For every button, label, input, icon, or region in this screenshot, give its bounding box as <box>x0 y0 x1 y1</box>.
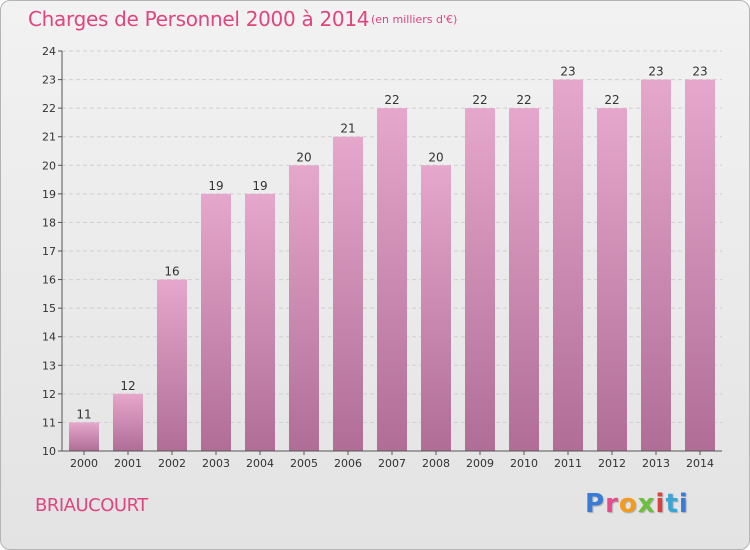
brand-letter: r <box>605 489 619 519</box>
y-tick-label: 15 <box>42 302 56 315</box>
bar-value-label: 22 <box>516 93 531 107</box>
bar-value-label: 22 <box>604 93 619 107</box>
x-tick-label: 2003 <box>202 457 230 470</box>
y-tick-label: 11 <box>42 416 56 429</box>
bar <box>553 79 583 452</box>
bar-value-label: 20 <box>296 150 311 164</box>
x-tick-label: 2012 <box>598 457 626 470</box>
commune-name: BRIAUCOURT <box>35 495 148 516</box>
bar <box>245 193 275 451</box>
bar-value-label: 20 <box>428 150 443 164</box>
bar <box>157 279 187 451</box>
y-tick-labels: 10 11 12 13 14 15 16 17 18 19 20 21 22 23 24 <box>42 45 56 458</box>
y-tick-label: 12 <box>42 388 56 401</box>
y-tick-label: 17 <box>42 245 56 258</box>
bar <box>289 165 319 452</box>
x-tick-labels: 2000 2001 2002 2003 2004 2005 2006 2007 2008 2009… <box>70 457 714 470</box>
y-tick-label: 21 <box>42 131 56 144</box>
bar-value-label: 11 <box>76 407 91 421</box>
bar-value-label: 22 <box>384 93 399 107</box>
bar <box>465 108 495 452</box>
x-tick-label: 2002 <box>158 457 186 470</box>
bar <box>377 108 407 452</box>
proxiti-logo: Proxiti <box>585 489 689 519</box>
y-tick-label: 16 <box>42 274 56 287</box>
x-tick-label: 2006 <box>334 457 362 470</box>
y-tick-label: 22 <box>42 102 56 115</box>
chart-subtitle: (en milliers d'€) <box>371 13 458 26</box>
x-tick-label: 2007 <box>378 457 406 470</box>
x-tick-label: 2010 <box>510 457 538 470</box>
bar <box>201 193 231 451</box>
bar-value-label: 12 <box>120 379 135 393</box>
bar-value-label: 16 <box>164 265 179 279</box>
brand-letter: i <box>678 489 689 519</box>
bar <box>641 79 671 452</box>
brand-letter: P <box>585 489 606 519</box>
y-tick-label: 19 <box>42 188 56 201</box>
x-tick-label: 2005 <box>290 457 318 470</box>
bar <box>113 393 143 451</box>
x-tick-label: 2009 <box>466 457 494 470</box>
brand-letter: t <box>665 489 679 519</box>
x-tick-label: 2008 <box>422 457 450 470</box>
x-tick-label: 2001 <box>114 457 142 470</box>
x-tick-label: 2011 <box>554 457 582 470</box>
bar-value-label: 19 <box>252 179 267 193</box>
bar-value-label: 23 <box>648 65 663 79</box>
brand-letter: x <box>637 489 656 519</box>
bar-value-label: 21 <box>340 122 355 136</box>
bars <box>69 79 715 452</box>
bar <box>69 422 99 451</box>
y-tick-label: 14 <box>42 331 56 344</box>
bar <box>333 136 363 451</box>
x-tick-label: 2013 <box>642 457 670 470</box>
bar-value-label: 19 <box>208 179 223 193</box>
x-tick-label: 2004 <box>246 457 274 470</box>
y-tick-label: 20 <box>42 159 56 172</box>
x-tick-label: 2014 <box>686 457 714 470</box>
y-tick-label: 23 <box>42 74 56 87</box>
bar-value-labels: 11 12 16 19 19 20 21 22 20 22 22 23 22 23 23 <box>76 65 707 422</box>
y-tick-label: 18 <box>42 216 56 229</box>
chart-title: Charges de Personnel 2000 à 2014 <box>28 7 370 31</box>
x-tick-label: 2000 <box>70 457 98 470</box>
bar-value-label: 22 <box>472 93 487 107</box>
y-tick-label: 10 <box>42 445 56 458</box>
bar-value-label: 23 <box>560 65 575 79</box>
brand-letter: o <box>618 489 638 519</box>
y-tick-label: 24 <box>42 45 56 58</box>
axes <box>58 50 722 455</box>
bar <box>509 108 539 452</box>
bar <box>597 108 627 452</box>
bar <box>685 79 715 452</box>
brand-letter: i <box>655 489 666 519</box>
y-tick-label: 13 <box>42 359 56 372</box>
bar <box>421 165 451 452</box>
bar-value-label: 23 <box>692 65 707 79</box>
